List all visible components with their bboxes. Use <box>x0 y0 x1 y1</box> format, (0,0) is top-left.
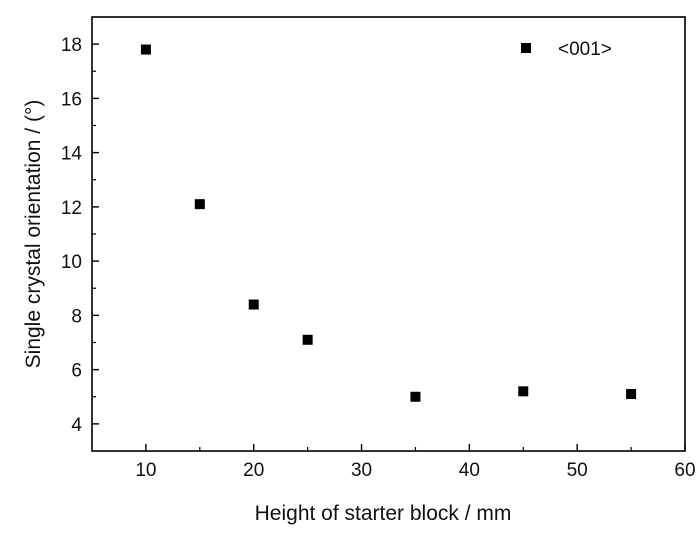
legend-label: <001> <box>558 39 612 60</box>
data-point <box>194 199 205 210</box>
data-points <box>140 44 637 402</box>
data-point <box>140 44 151 55</box>
plot-frame <box>91 16 686 452</box>
data-point <box>518 386 529 397</box>
y-tick-label: 18 <box>61 35 82 56</box>
x-tick-label: 30 <box>351 460 372 481</box>
data-point <box>410 391 421 402</box>
x-tick-label: 20 <box>243 460 264 481</box>
y-tick-label: 16 <box>61 89 82 110</box>
data-point <box>626 389 637 400</box>
data-point <box>248 299 259 310</box>
y-tick-label: 4 <box>71 415 82 436</box>
x-tick-label: 60 <box>674 460 695 481</box>
data-point <box>302 334 313 345</box>
y-tick-label: 12 <box>61 198 82 219</box>
x-axis-title: Height of starter block / mm <box>255 502 512 525</box>
x-tick-label: 10 <box>135 460 156 481</box>
y-tick-label: 10 <box>61 252 82 273</box>
y-tick-label: 6 <box>71 361 82 382</box>
x-tick-label: 40 <box>459 460 480 481</box>
y-axis-title: Single crystal orientation / (°) <box>22 100 45 369</box>
x-axis-ticks: 10 20 30 40 50 60 <box>135 444 696 481</box>
y-tick-label: 14 <box>61 144 83 165</box>
y-tick-label: 8 <box>71 306 82 327</box>
legend: <001> <box>521 39 612 60</box>
x-tick-label: 50 <box>567 460 588 481</box>
y-axis-ticks: 4 6 8 10 12 14 16 18 <box>61 35 99 436</box>
legend-marker <box>521 43 531 53</box>
